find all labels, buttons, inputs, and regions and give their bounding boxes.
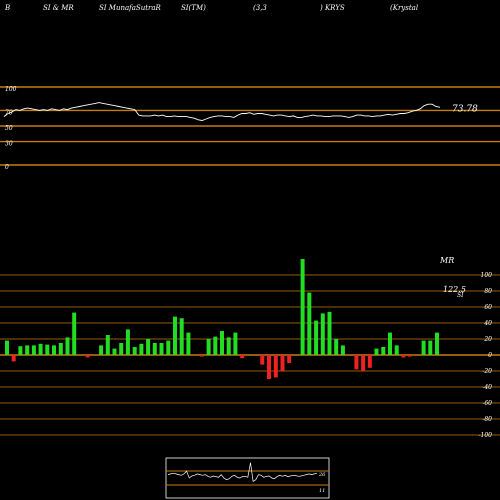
- header-item-0: B: [5, 4, 11, 12]
- mrsi-bar: [119, 343, 124, 355]
- mrsi-bar: [112, 348, 117, 355]
- rsi-tick-label: 50: [5, 125, 13, 132]
- mrsi-bar: [173, 316, 177, 355]
- mrsi-bar: [25, 345, 30, 355]
- mrsi-bar: [354, 355, 359, 370]
- mrsi-bar: [340, 345, 345, 355]
- mrsi-bar: [428, 340, 433, 355]
- mrsi-bar: [267, 355, 271, 379]
- mrsi-bar: [132, 347, 137, 355]
- mrsi-tick-label: 80: [484, 288, 492, 295]
- rsi-tick-label: 0: [5, 164, 9, 171]
- mrsi-title2: SI: [457, 292, 464, 299]
- mrsi-bar: [186, 332, 191, 355]
- mini-label-0: 26: [318, 472, 326, 478]
- mini-panel-frame: [165, 457, 330, 499]
- mrsi-bar: [99, 345, 104, 355]
- mrsi-tick-label: -20: [482, 368, 492, 375]
- mrsi-bar: [139, 343, 144, 355]
- mrsi-bar: [58, 343, 63, 355]
- mrsi-bar: [334, 339, 339, 355]
- mrsi-bar: [11, 355, 16, 362]
- mrsi-tick-label: -60: [482, 400, 492, 407]
- mrsi-title: MR: [439, 256, 454, 265]
- mrsi-bar: [213, 336, 218, 355]
- mrsi-bar: [307, 292, 312, 355]
- mrsi-bar: [233, 332, 238, 355]
- mrsi-bar: [5, 340, 9, 355]
- mrsi-bar: [327, 311, 332, 355]
- mrsi-bar: [31, 345, 36, 355]
- mrsi-bar: [199, 355, 204, 357]
- mrsi-bar: [388, 332, 392, 355]
- mrsi-bar: [65, 337, 70, 355]
- mrsi-bar: [421, 340, 426, 355]
- mrsi-bar: [314, 320, 319, 355]
- mrsi-bar: [220, 331, 224, 355]
- mrsi-bar: [45, 344, 50, 355]
- header-item-2: SI MunafaSutraR: [99, 4, 161, 12]
- rsi-tick-label: 100: [5, 86, 17, 93]
- mrsi-bar: [38, 343, 43, 355]
- mrsi-tick-label: 0: [488, 352, 492, 359]
- mrsi-bar: [287, 355, 292, 363]
- header-item-6: (Krystal: [390, 4, 419, 12]
- mrsi-bar: [179, 318, 184, 355]
- mrsi-bar: [105, 335, 110, 355]
- mrsi-bar: [152, 343, 157, 355]
- mrsi-bar: [226, 337, 231, 355]
- mrsi-bar: [159, 343, 164, 355]
- mrsi-bar: [240, 355, 245, 359]
- mrsi-bar: [18, 346, 23, 355]
- mrsi-bar: [280, 355, 285, 371]
- mini-panel: 26 11: [165, 457, 330, 499]
- mrsi-bar: [72, 312, 77, 355]
- mrsi-tick-label: 40: [483, 320, 492, 327]
- mrsi-bar: [320, 313, 325, 355]
- header-item-3: SI(TM): [181, 4, 206, 12]
- mrsi-bar: [408, 355, 413, 357]
- mrsi-bar: [52, 345, 56, 355]
- mrsi-bar: [125, 329, 130, 355]
- mrsi-tick-label: 20: [483, 336, 492, 343]
- header-item-5: ) KRYS: [320, 4, 345, 12]
- mrsi-tick-label: -40: [482, 384, 492, 391]
- mrsi-bar: [300, 259, 305, 355]
- mrsi-bar: [374, 348, 379, 355]
- mrsi-tick-label: -100: [479, 432, 493, 439]
- mrsi-tick-label: -80: [482, 416, 492, 423]
- mrsi-bar: [381, 347, 386, 355]
- mrsi-bar: [435, 332, 439, 355]
- rsi-line: [3, 102, 441, 121]
- mrsi-bar: [85, 355, 90, 358]
- mrsi-bar: [166, 340, 171, 355]
- mini-label-1: 11: [319, 488, 325, 494]
- mrsi-bar: [401, 355, 406, 358]
- header-item-1: SI & MR: [43, 4, 74, 12]
- mrsi-bar: [394, 345, 399, 355]
- mrsi-bar: [273, 355, 278, 378]
- mrsi-bar: [206, 339, 211, 355]
- mrsi-bar: [367, 355, 372, 368]
- mini-line: [167, 462, 318, 482]
- rsi-tick-label: 30: [5, 141, 13, 148]
- mrsi-bar: [361, 355, 366, 371]
- mrsi-tick-label: 100: [481, 272, 493, 279]
- chart-header: B SI & MR SI MunafaSutraR SI(TM) (3,3 ) …: [0, 4, 500, 18]
- mrsi-bar: [260, 355, 265, 365]
- rsi-last-value-label: 73.78: [452, 104, 478, 114]
- mrsi-tick-label: 60: [484, 304, 492, 311]
- mrsi-last-value-label: 122.5: [443, 285, 466, 294]
- mrsi-bar: [146, 339, 151, 355]
- header-item-4: (3,3: [253, 4, 267, 12]
